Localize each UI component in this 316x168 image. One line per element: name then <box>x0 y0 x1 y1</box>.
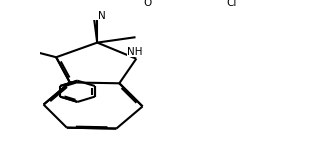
Text: N: N <box>98 11 106 21</box>
Text: O: O <box>44 0 52 2</box>
Text: NH: NH <box>127 47 143 57</box>
Text: O: O <box>143 0 151 8</box>
Text: Cl: Cl <box>227 0 237 8</box>
